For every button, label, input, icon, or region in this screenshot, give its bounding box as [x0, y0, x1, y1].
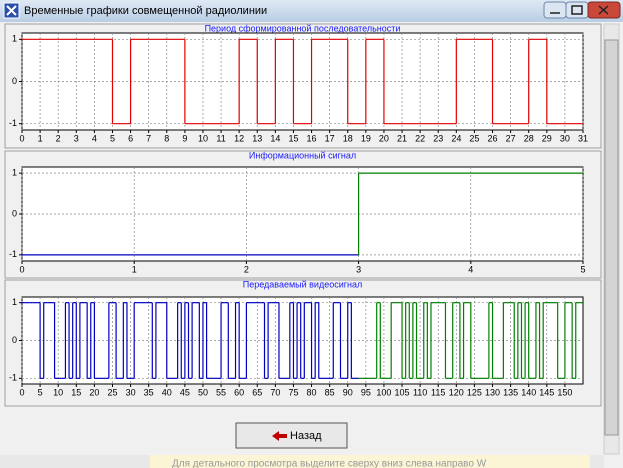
x-tick-label: 1	[38, 133, 43, 143]
x-tick-label: 19	[361, 133, 371, 143]
chart-title: Период сформированной последовательности	[205, 23, 401, 33]
app-icon-glyph	[6, 5, 17, 16]
x-tick-label: 11	[216, 133, 225, 143]
x-tick-label: 130	[485, 387, 500, 397]
x-tick-label: 25	[469, 133, 479, 143]
x-tick-label: 30	[126, 387, 136, 397]
x-tick-label: 140	[521, 387, 536, 397]
x-tick-label: 15	[288, 133, 298, 143]
x-tick-label: 125	[467, 387, 482, 397]
x-tick-label: 65	[252, 387, 262, 397]
x-tick-label: 24	[451, 133, 461, 143]
x-tick-label: 150	[557, 387, 572, 397]
x-tick-label: 110	[413, 387, 427, 397]
status-text: Для детального просмотра выделите сверху…	[172, 459, 487, 468]
x-tick-label: 50	[198, 387, 208, 397]
back-arrow-icon	[272, 431, 287, 441]
y-tick-label: 1	[12, 34, 17, 44]
x-tick-label: 20	[379, 133, 389, 143]
x-tick-label: 105	[395, 387, 410, 397]
x-tick-label: 120	[449, 387, 464, 397]
x-tick-label: 30	[560, 133, 570, 143]
x-tick-label: 18	[343, 133, 353, 143]
x-tick-label: 14	[270, 133, 280, 143]
maximize-button[interactable]	[565, 1, 589, 19]
x-tick-label: 4	[92, 133, 97, 143]
x-tick-label: 27	[506, 133, 516, 143]
x-tick-label: 70	[270, 387, 280, 397]
y-tick-label: 0	[12, 208, 17, 218]
x-tick-label: 95	[361, 387, 371, 397]
y-tick-label: -1	[9, 249, 17, 259]
x-tick-label: 16	[307, 133, 317, 143]
x-tick-label: 8	[164, 133, 169, 143]
x-tick-label: 40	[162, 387, 172, 397]
y-tick-label: 0	[12, 76, 17, 86]
x-tick-label: 26	[488, 133, 498, 143]
x-tick-label: 23	[433, 133, 443, 143]
x-tick-label: 35	[144, 387, 154, 397]
x-tick-label: 55	[216, 387, 226, 397]
y-tick-label: 1	[12, 297, 17, 307]
x-tick-label: 3	[356, 264, 361, 274]
x-tick-label: 13	[252, 133, 262, 143]
x-tick-label: 115	[431, 387, 445, 397]
x-tick-label: 15	[71, 387, 81, 397]
x-tick-label: 10	[53, 387, 63, 397]
x-tick-label: 0	[19, 264, 24, 274]
x-tick-label: 2	[56, 133, 61, 143]
x-tick-label: 12	[234, 133, 244, 143]
x-tick-label: 17	[325, 133, 335, 143]
back-button-label: Назад	[290, 430, 322, 442]
window-title: Временные графики совмещенной радиолинии	[24, 5, 267, 17]
y-tick-label: -1	[9, 118, 17, 128]
x-tick-label: 80	[307, 387, 317, 397]
x-tick-label: 75	[288, 387, 298, 397]
x-tick-label: 25	[107, 387, 117, 397]
x-tick-label: 135	[503, 387, 518, 397]
x-tick-label: 100	[376, 387, 391, 397]
x-tick-label: 60	[234, 387, 244, 397]
x-tick-label: 5	[580, 264, 585, 274]
x-tick-label: 2	[244, 264, 249, 274]
x-tick-label: 31	[578, 133, 588, 143]
x-tick-label: 20	[89, 387, 99, 397]
status-bar	[150, 455, 590, 468]
back-button[interactable]	[235, 422, 348, 449]
y-tick-label: -1	[9, 373, 17, 383]
title-bar	[0, 0, 623, 22]
chart-title: Передаваемый видеосигнал	[243, 279, 363, 289]
x-tick-label: 5	[38, 387, 43, 397]
window-button-glyphs	[550, 5, 609, 15]
x-tick-label: 1	[132, 264, 137, 274]
minimize-button[interactable]	[543, 1, 567, 19]
x-tick-label: 4	[468, 264, 473, 274]
scroll-thumb[interactable]	[604, 39, 619, 436]
chart-title: Информационный сигнал	[249, 150, 356, 160]
x-tick-label: 145	[539, 387, 554, 397]
x-tick-label: 0	[19, 387, 24, 397]
x-tick-label: 90	[343, 387, 353, 397]
x-tick-label: 5	[110, 133, 115, 143]
x-tick-label: 21	[397, 133, 407, 143]
x-tick-label: 28	[524, 133, 534, 143]
x-tick-label: 9	[182, 133, 187, 143]
x-tick-label: 45	[180, 387, 190, 397]
y-tick-label: 1	[12, 168, 17, 178]
x-tick-label: 22	[415, 133, 425, 143]
x-tick-label: 0	[19, 133, 24, 143]
x-tick-label: 3	[74, 133, 79, 143]
x-tick-label: 6	[128, 133, 133, 143]
y-tick-label: 0	[12, 335, 17, 345]
x-tick-label: 85	[325, 387, 335, 397]
x-tick-label: 10	[198, 133, 208, 143]
x-tick-label: 29	[542, 133, 552, 143]
x-tick-label: 7	[146, 133, 151, 143]
